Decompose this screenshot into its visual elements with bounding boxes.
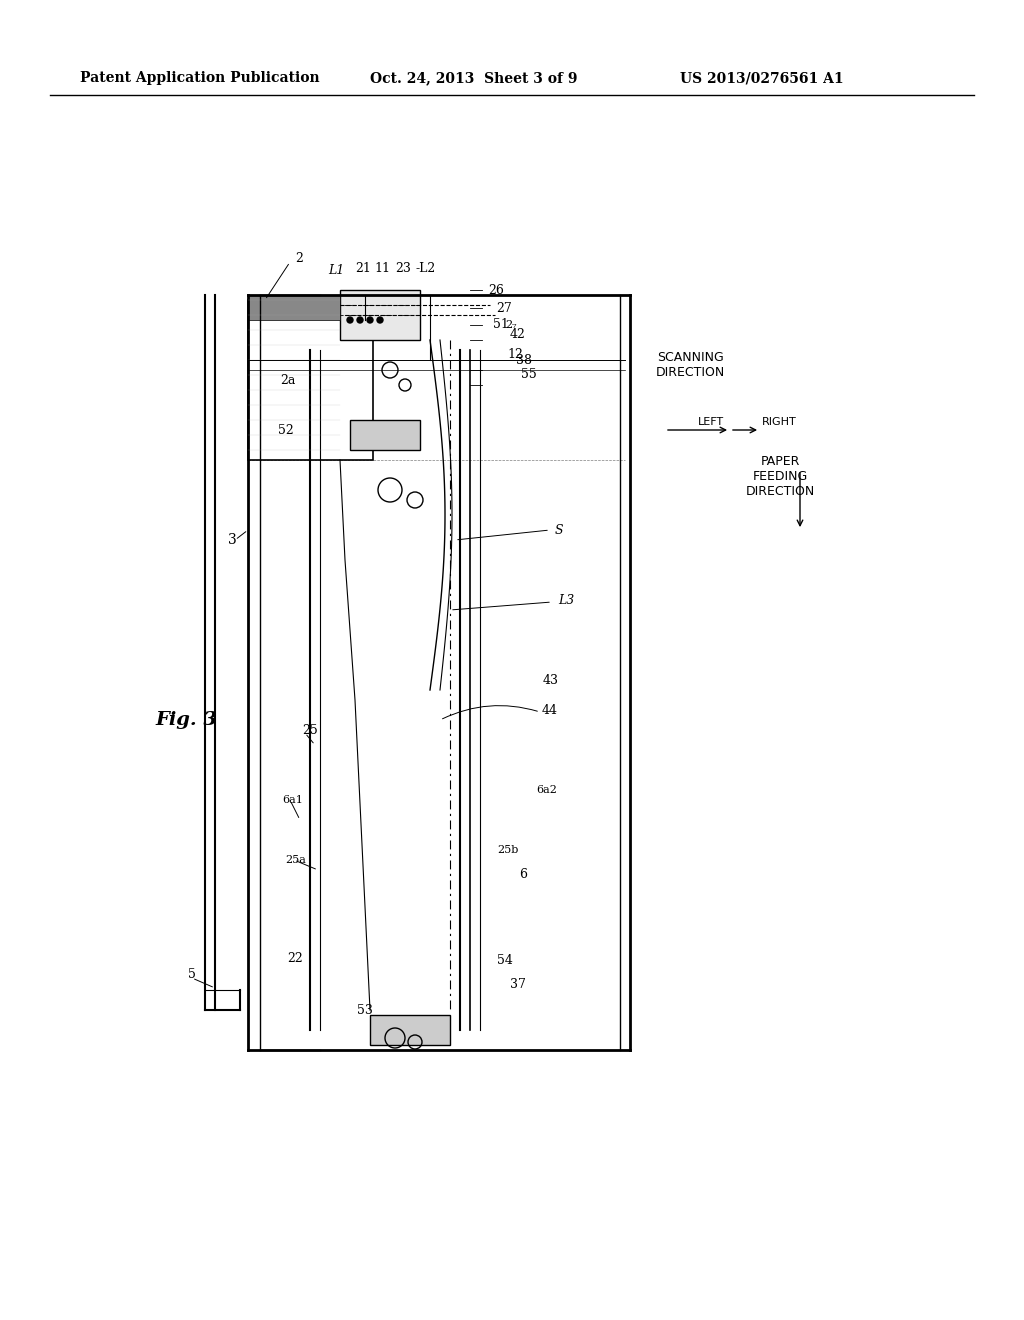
Text: -L2: -L2 <box>415 261 435 275</box>
Text: 44: 44 <box>542 704 558 717</box>
Text: 25: 25 <box>302 723 317 737</box>
Bar <box>340 290 420 341</box>
Text: 3: 3 <box>228 533 237 546</box>
Text: 43: 43 <box>543 673 559 686</box>
Bar <box>370 1015 450 1045</box>
Text: Oct. 24, 2013  Sheet 3 of 9: Oct. 24, 2013 Sheet 3 of 9 <box>370 71 578 84</box>
Text: RIGHT: RIGHT <box>762 417 797 426</box>
Text: L1: L1 <box>328 264 344 276</box>
Text: 22: 22 <box>287 952 303 965</box>
Text: 2₇: 2₇ <box>505 319 517 330</box>
Text: 2a: 2a <box>280 374 295 387</box>
Text: 6a2: 6a2 <box>536 785 557 795</box>
Text: 5: 5 <box>188 969 196 982</box>
Text: 21: 21 <box>355 261 371 275</box>
Text: L3: L3 <box>558 594 574 606</box>
Circle shape <box>367 317 373 323</box>
Text: SCANNING
DIRECTION: SCANNING DIRECTION <box>655 351 725 379</box>
Text: 27: 27 <box>496 301 512 314</box>
Text: 25a: 25a <box>285 855 306 865</box>
Text: Patent Application Publication: Patent Application Publication <box>80 71 319 84</box>
Text: Fig. 3: Fig. 3 <box>155 711 217 729</box>
Text: 2: 2 <box>295 252 303 264</box>
Text: PAPER
FEEDING
DIRECTION: PAPER FEEDING DIRECTION <box>745 455 815 498</box>
Text: 54: 54 <box>497 953 513 966</box>
Text: 51: 51 <box>493 318 509 331</box>
Bar <box>350 420 420 450</box>
Circle shape <box>377 317 383 323</box>
Bar <box>248 300 373 459</box>
Text: 11: 11 <box>374 261 390 275</box>
Text: S: S <box>555 524 563 536</box>
Text: 12: 12 <box>507 348 523 362</box>
Circle shape <box>357 317 362 323</box>
Bar <box>248 294 340 319</box>
Text: LEFT: LEFT <box>698 417 724 426</box>
Text: 23: 23 <box>395 261 411 275</box>
Text: 6a1: 6a1 <box>282 795 303 805</box>
Text: 42: 42 <box>510 329 526 342</box>
Text: US 2013/0276561 A1: US 2013/0276561 A1 <box>680 71 844 84</box>
Text: 53: 53 <box>357 1003 373 1016</box>
Circle shape <box>347 317 353 323</box>
Text: 25b: 25b <box>497 845 518 855</box>
Text: 37: 37 <box>510 978 526 991</box>
Text: 38: 38 <box>516 354 532 367</box>
Text: 6: 6 <box>519 869 527 882</box>
Text: 26: 26 <box>488 284 504 297</box>
Text: 55: 55 <box>521 368 537 381</box>
Text: 52: 52 <box>278 424 294 437</box>
